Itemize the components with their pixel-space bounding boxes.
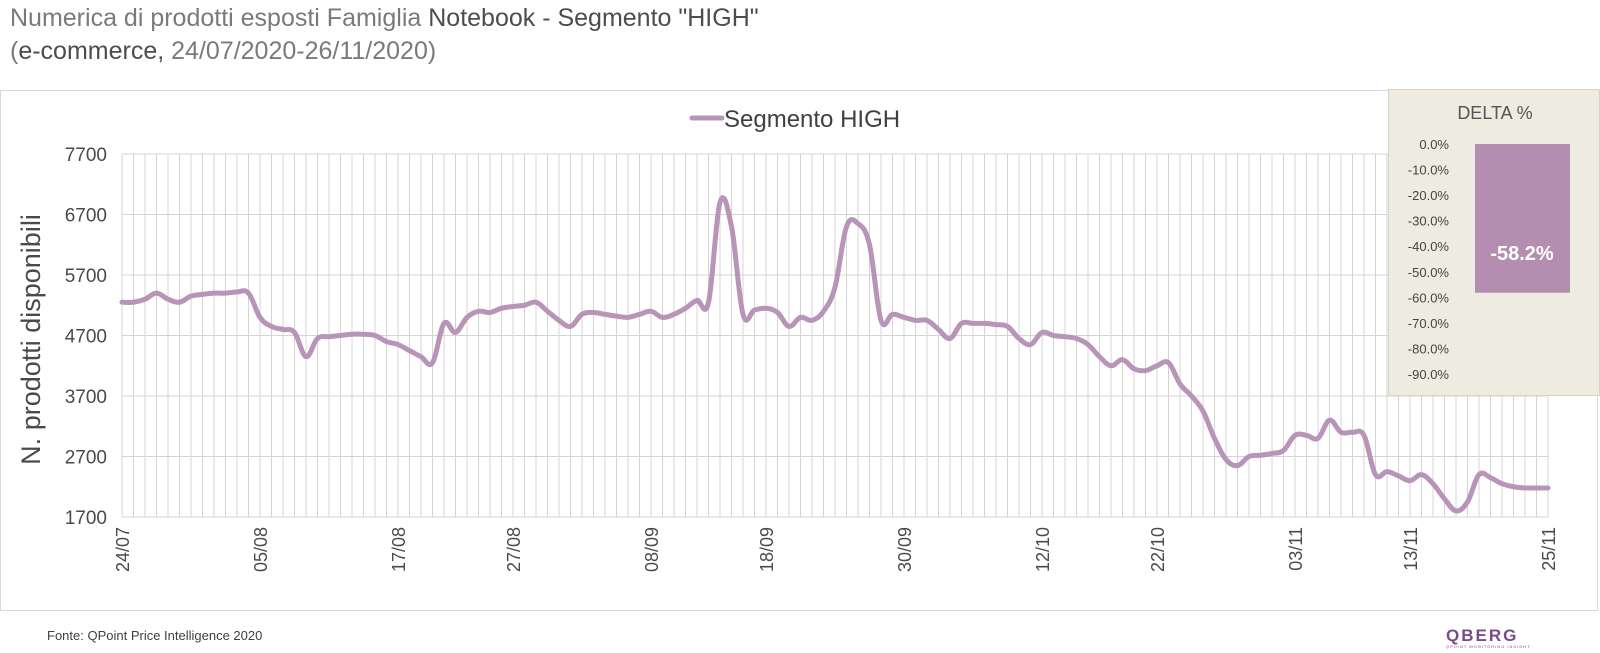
y-axis-title: N. prodotti disponibili <box>16 214 46 465</box>
x-tick-label: 27/08 <box>504 527 524 572</box>
delta-y-tick-label: -90.0% <box>1408 367 1450 382</box>
chart-title-line-1: Numerica di prodotti esposti Famiglia No… <box>10 4 759 33</box>
y-tick-label: 4700 <box>65 327 107 348</box>
delta-y-tick-label: -60.0% <box>1408 290 1450 305</box>
delta-y-tick-label: 0.0% <box>1419 137 1449 152</box>
delta-bar-chart: DELTA % 0.0% -10.0% -20.0% -30.0% -40.0% -50.0… <box>1408 103 1570 382</box>
x-tick-label: 05/08 <box>251 527 271 572</box>
x-tick-label: 13/11 <box>1401 527 1421 571</box>
delta-y-tick-label: -50.0% <box>1408 265 1450 280</box>
x-tick-label: 08/09 <box>642 527 662 572</box>
subtitle-open-paren: ( <box>10 37 19 65</box>
delta-y-tick-label: -40.0% <box>1408 239 1450 254</box>
x-tick-label: 03/11 <box>1286 527 1306 571</box>
y-tick-label: 7700 <box>65 145 107 166</box>
chart-subtitle-line: (e-commerce, 24/07/2020-26/11/2020) <box>10 37 436 66</box>
subtitle-dates: 24/07/2020-26/11/2020) <box>164 37 437 65</box>
y-tick-label: 5700 <box>65 266 107 287</box>
delta-y-tick-label: -30.0% <box>1408 214 1450 229</box>
delta-title: DELTA % <box>1457 103 1532 123</box>
x-tick-label: 30/09 <box>895 527 915 572</box>
legend-label: Segmento HIGH <box>724 106 900 133</box>
delta-y-tick-label: -70.0% <box>1408 316 1450 331</box>
x-tick-label: 18/09 <box>757 527 777 572</box>
delta-y-tick-label: -20.0% <box>1408 188 1450 203</box>
x-tick-label: 24/07 <box>113 527 133 572</box>
subtitle-channel: e-commerce, <box>18 37 165 65</box>
y-tick-label: 1700 <box>65 508 107 529</box>
y-tick-label: 6700 <box>65 206 107 227</box>
x-tick-label: 22/10 <box>1148 527 1168 572</box>
delta-data-label: -58.2% <box>1490 243 1554 265</box>
series-points <box>121 202 1549 511</box>
chart-title-light: Numerica di prodotti esposti Famiglia <box>10 4 429 32</box>
x-tick-label: 17/08 <box>389 527 409 572</box>
qberg-logo: QBERG QPOINT MONITORING INSIGHT <box>1446 626 1531 649</box>
y-tick-label: 3700 <box>65 387 107 408</box>
footer-source: Fonte: QPoint Price Intelligence 2020 <box>47 628 263 643</box>
chart-title-bold: Notebook - Segmento "HIGH" <box>428 4 759 32</box>
logo-tagline: QPOINT MONITORING INSIGHT <box>1446 644 1531 649</box>
x-tick-label: 12/10 <box>1033 527 1053 572</box>
delta-bar <box>1475 144 1570 293</box>
x-tick-label: 25/11 <box>1539 527 1559 571</box>
series-line-segmento-high <box>119 195 1551 514</box>
y-tick-label: 2700 <box>65 448 107 469</box>
delta-y-tick-label: -10.0% <box>1408 163 1450 178</box>
delta-y-tick-label: -80.0% <box>1408 341 1450 356</box>
delta-panel: DELTA % 0.0% -10.0% -20.0% -30.0% -40.0% -50.0… <box>1388 89 1600 396</box>
logo-text: QBERG <box>1446 626 1519 645</box>
